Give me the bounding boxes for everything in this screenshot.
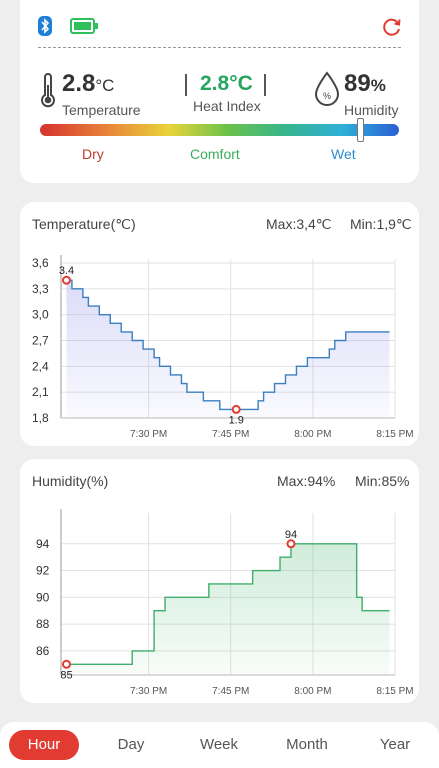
- x-tick-label: 8:00 PM: [294, 686, 331, 697]
- bluetooth-icon: [38, 16, 52, 36]
- tab-year[interactable]: Year: [379, 736, 411, 753]
- data-point-marker: [231, 404, 241, 414]
- y-tick-label: 88: [36, 617, 50, 631]
- y-tick-label: 3,3: [32, 282, 49, 296]
- data-label: 1.9: [229, 414, 244, 426]
- temperature-chart: 1,8 2,1 2,4 2,7 3,0 3,3 3,6 7:30 PM 7:45 PM 8:00 …: [32, 255, 414, 440]
- svg-text:%: %: [323, 91, 331, 101]
- data-point-marker: [61, 659, 71, 669]
- thermometer-icon: [41, 73, 55, 108]
- humidity-label: Humidity: [344, 102, 399, 118]
- data-point-marker: [61, 275, 71, 285]
- chart-min: Min:85%: [355, 473, 410, 489]
- humidity-chart: 86 88 90 92 94 7:30 PM 7:45 PM 8:00 PM 8:15 PM 94…: [36, 509, 414, 697]
- temperature-chart-card: Temperature(℃) Max:3,4℃ Min:1,9℃ 1,8 2,1 2…: [20, 202, 419, 446]
- battery-full-icon: [70, 18, 98, 34]
- x-tick-label: 7:45 PM: [212, 429, 249, 440]
- chart-min: Min:1,9℃: [350, 216, 412, 232]
- y-tick-label: 2,1: [32, 385, 49, 399]
- y-tick-label: 94: [36, 537, 50, 551]
- data-label: 85: [60, 669, 72, 681]
- y-tick-label: 86: [36, 644, 50, 658]
- y-tick-label: 92: [36, 564, 50, 578]
- tab-hour[interactable]: Hour: [9, 730, 79, 760]
- series-area: [66, 280, 390, 418]
- humidity-value: 89%: [344, 70, 386, 97]
- humidity-chart-card: Humidity(%) Max:94% Min:85% 86 88 90 92 94 7:…: [20, 459, 419, 703]
- comfort-scale-indicator: [356, 118, 364, 142]
- y-tick-label: 3,6: [32, 256, 49, 270]
- range-tab-bar: Hour Day Week Month Year: [0, 722, 439, 768]
- tab-week[interactable]: Week: [199, 736, 239, 753]
- temperature-value: 2.8°C: [62, 70, 115, 97]
- x-tick-label: 8:00 PM: [294, 429, 331, 440]
- divider: [264, 74, 266, 96]
- comfort-label: Comfort: [190, 146, 240, 162]
- tab-day[interactable]: Day: [117, 736, 145, 753]
- y-tick-label: 2,4: [32, 359, 49, 373]
- summary-card: 2.8°C Temperature 2.8°C Heat Index % 89%…: [20, 0, 419, 183]
- y-tick-label: 90: [36, 590, 50, 604]
- chart-max: Max:3,4℃: [266, 216, 332, 232]
- y-tick-label: 2,7: [32, 334, 49, 348]
- heat-index-value: 2.8°C: [200, 72, 253, 95]
- dry-label: Dry: [82, 146, 104, 162]
- humidity-drop-icon: %: [314, 71, 340, 106]
- series-line: [66, 279, 390, 411]
- divider: [38, 47, 401, 48]
- series-area: [66, 543, 390, 675]
- chart-max: Max:94%: [277, 473, 336, 489]
- x-tick-label: 7:30 PM: [130, 429, 167, 440]
- divider: [185, 74, 187, 96]
- heat-index-label: Heat Index: [193, 98, 261, 114]
- refresh-icon[interactable]: [382, 17, 402, 37]
- data-point-marker: [286, 539, 296, 549]
- data-label: 94: [285, 529, 297, 541]
- x-tick-label: 8:15 PM: [376, 686, 413, 697]
- y-tick-label: 1,8: [32, 411, 49, 425]
- data-label: 3.4: [59, 265, 74, 277]
- x-tick-label: 7:45 PM: [212, 686, 249, 697]
- y-tick-label: 3,0: [32, 308, 49, 322]
- comfort-scale-bar: [40, 124, 399, 136]
- wet-label: Wet: [331, 146, 356, 162]
- temperature-label: Temperature: [62, 102, 141, 118]
- chart-title: Temperature(℃): [32, 216, 136, 232]
- x-tick-label: 7:30 PM: [130, 686, 167, 697]
- x-tick-label: 8:15 PM: [376, 429, 413, 440]
- chart-title: Humidity(%): [32, 473, 109, 489]
- tab-month[interactable]: Month: [286, 736, 328, 753]
- series-line: [66, 543, 390, 665]
